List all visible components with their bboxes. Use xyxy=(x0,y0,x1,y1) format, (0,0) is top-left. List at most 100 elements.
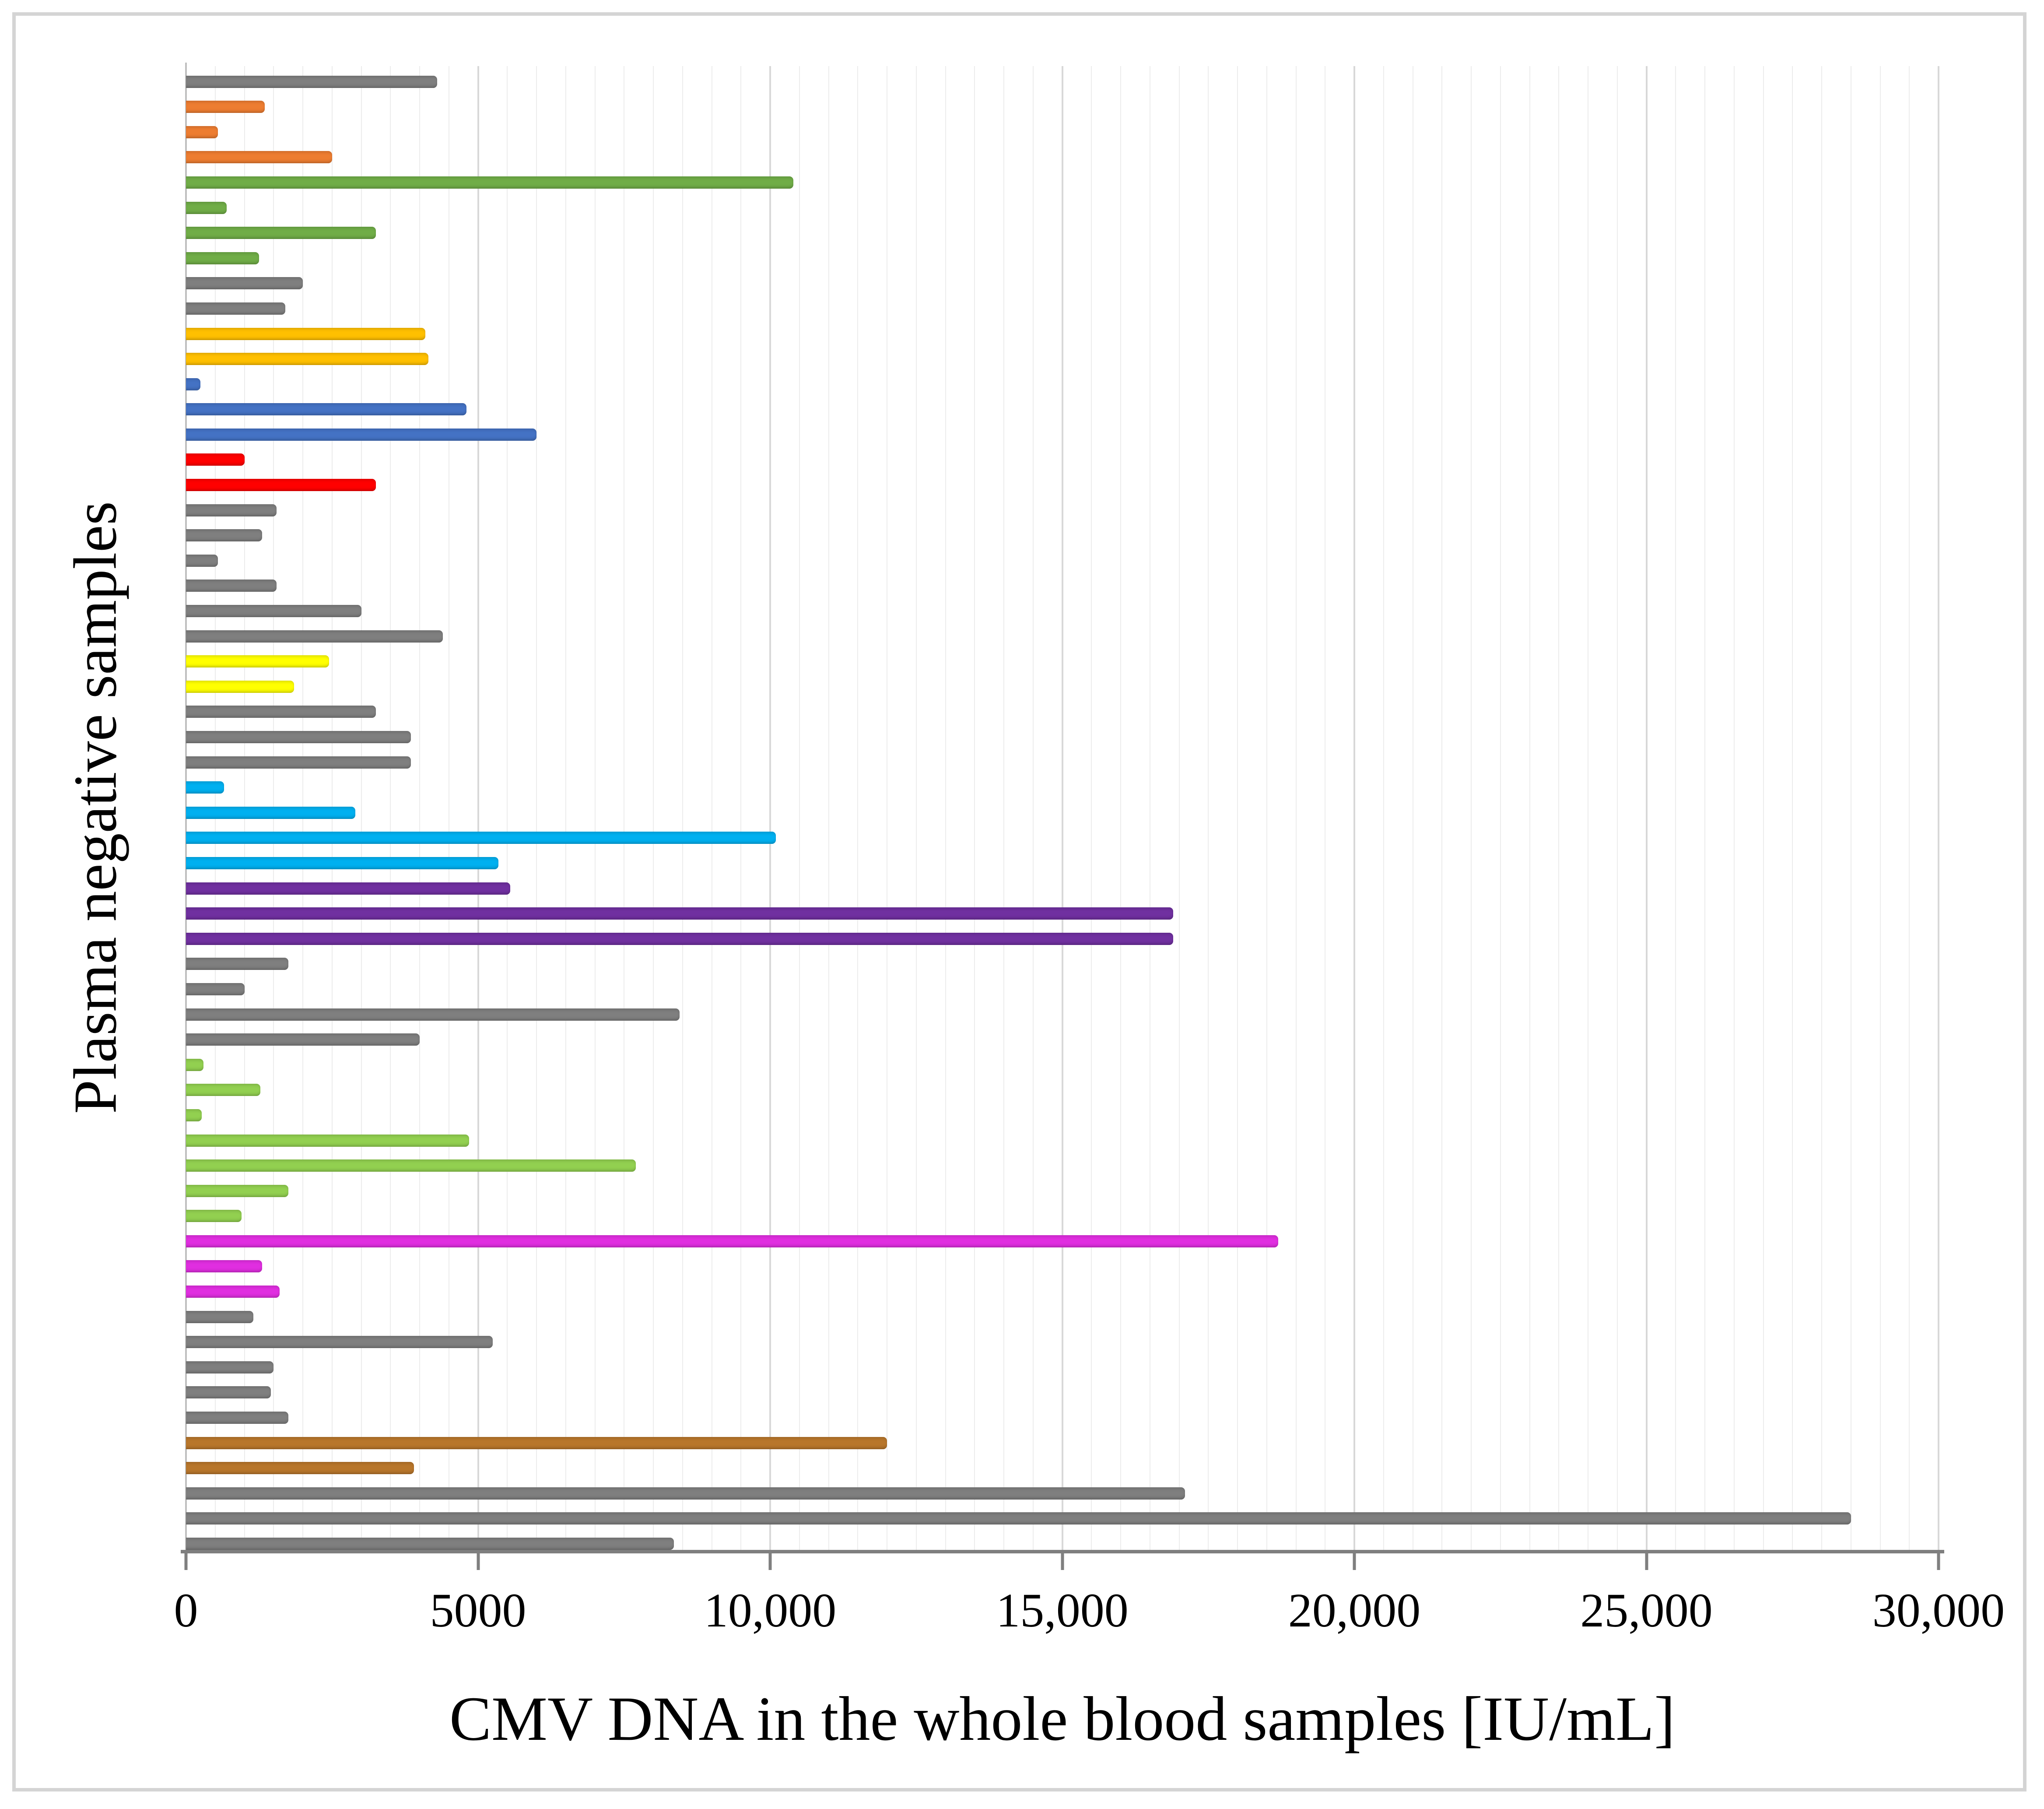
bar-6-green xyxy=(186,201,227,214)
bar-20-gray xyxy=(186,554,218,567)
x-tick-mark xyxy=(1937,1553,1940,1570)
bar-14-blue xyxy=(186,403,466,416)
gridline-minor xyxy=(1733,66,1735,1550)
x-tick-mark xyxy=(477,1553,480,1570)
bar-30-cyan xyxy=(186,806,356,819)
gridline-minor xyxy=(828,66,829,1550)
gridline-minor xyxy=(1266,66,1267,1550)
bar-50-gray xyxy=(186,1310,253,1323)
bar-27-gray xyxy=(186,731,411,744)
bar-10-gray xyxy=(186,302,285,315)
x-tick-label: 15,000 xyxy=(996,1584,1129,1637)
bar-37-gray xyxy=(186,983,245,995)
bar-12-gold xyxy=(186,353,429,365)
bar-57-gray xyxy=(186,1487,1185,1500)
gridline-minor xyxy=(1178,66,1180,1550)
gridline-minor xyxy=(507,66,508,1550)
gridline-minor xyxy=(1003,66,1004,1550)
gridline-minor xyxy=(1383,66,1384,1550)
bar-36-gray xyxy=(186,958,288,970)
bar-16-red xyxy=(186,453,245,466)
figure-border xyxy=(12,12,2026,1791)
x-tick-mark xyxy=(1353,1553,1356,1570)
bar-5-green xyxy=(186,176,794,189)
gridline-minor xyxy=(390,66,391,1550)
bar-40-light_green xyxy=(186,1058,204,1071)
gridline-minor xyxy=(1909,66,1910,1550)
bar-9-gray xyxy=(186,277,303,290)
y-axis-title: Plasma negative samples xyxy=(61,501,130,1114)
gridline-minor xyxy=(857,66,859,1550)
gridline-minor xyxy=(1529,66,1530,1550)
gridline-minor xyxy=(974,66,975,1550)
gridline-minor xyxy=(915,66,917,1550)
bar-46-light_green xyxy=(186,1210,242,1222)
gridline-minor xyxy=(1208,66,1209,1550)
bar-22-gray xyxy=(186,605,361,618)
bar-34-purple xyxy=(186,907,1174,920)
bar-52-gray xyxy=(186,1361,274,1373)
gridline-major xyxy=(1353,66,1355,1550)
x-tick-mark xyxy=(1645,1553,1648,1570)
bar-51-gray xyxy=(186,1336,493,1349)
gridline-minor xyxy=(1120,66,1121,1550)
bar-7-green xyxy=(186,227,376,239)
gridline-minor xyxy=(1821,66,1822,1550)
y-axis-line xyxy=(185,63,187,1550)
gridline-minor xyxy=(945,66,946,1550)
x-axis-ticks: 0 5000 10,000 15,000 20,000 25,000 30,000 xyxy=(174,1553,2005,1685)
bar-26-gray xyxy=(186,706,376,718)
bar-59-gray xyxy=(186,1538,674,1550)
bar-45-light_green xyxy=(186,1184,288,1197)
bar-42-light_green xyxy=(186,1109,202,1121)
x-tick-mark xyxy=(184,1553,188,1570)
x-tick-label: 20,000 xyxy=(1288,1584,1421,1637)
bar-44-light_green xyxy=(186,1159,636,1172)
bar-33-purple xyxy=(186,882,510,895)
gridline-minor xyxy=(1616,66,1618,1550)
bar-4-orange xyxy=(186,151,332,164)
gridline-minor xyxy=(1471,66,1472,1550)
bar-56-brown xyxy=(186,1462,414,1475)
bar-28-gray xyxy=(186,756,411,769)
bar-35-purple xyxy=(186,932,1174,945)
bar-25-yellow xyxy=(186,680,294,693)
bar-8-green xyxy=(186,252,259,264)
gridline-minor xyxy=(1792,66,1793,1550)
gridline-minor xyxy=(1675,66,1676,1550)
bar-32-cyan xyxy=(186,857,499,869)
gridline-major xyxy=(1645,66,1648,1550)
x-tick-mark xyxy=(768,1553,772,1570)
gridline-minor xyxy=(1032,66,1034,1550)
bar-54-gray xyxy=(186,1412,288,1424)
x-tick-mark xyxy=(1061,1553,1064,1570)
bar-3-orange xyxy=(186,126,218,138)
gridline-minor xyxy=(565,66,566,1550)
bar-41-light_green xyxy=(186,1084,260,1096)
bar-17-red xyxy=(186,479,376,492)
bar-39-gray xyxy=(186,1033,420,1046)
bar-24-yellow xyxy=(186,655,330,668)
bar-23-gray xyxy=(186,630,443,643)
gridline-major xyxy=(1061,66,1063,1550)
gridline-minor xyxy=(1879,66,1881,1550)
bar-58-gray xyxy=(186,1512,1851,1525)
bar-1-gray xyxy=(186,75,438,88)
bar-53-gray xyxy=(186,1386,271,1399)
plot-area xyxy=(185,63,1939,1550)
gridline-minor xyxy=(1237,66,1238,1550)
gridline-major xyxy=(1938,66,1939,1550)
x-axis-title: CMV DNA in the whole blood samples [IU/m… xyxy=(449,1684,1676,1754)
gridline-minor xyxy=(361,66,362,1550)
x-tick-label: 25,000 xyxy=(1580,1584,1713,1637)
bar-48-magenta xyxy=(186,1260,262,1273)
x-tick-label: 0 xyxy=(174,1584,198,1637)
bar-2-orange xyxy=(186,101,265,113)
gridline-minor xyxy=(653,66,654,1550)
gridline-minor xyxy=(1763,66,1764,1550)
bar-43-light_green xyxy=(186,1134,470,1147)
bar-11-gold xyxy=(186,327,426,340)
bar-29-cyan xyxy=(186,781,224,794)
bar-15-blue xyxy=(186,428,536,441)
